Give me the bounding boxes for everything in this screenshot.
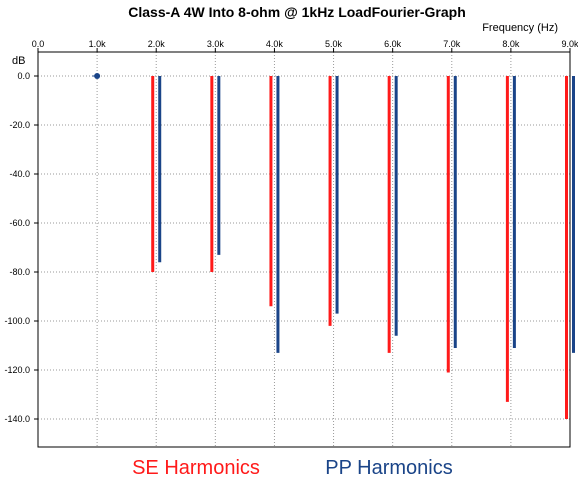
y-tick-label: -60.0 [9, 218, 30, 228]
fundamental-marker [94, 73, 101, 79]
legend-se-harmonics: SE Harmonics [132, 457, 260, 477]
plot-frame [37, 51, 571, 448]
y-tick-label: -120.0 [4, 365, 30, 375]
x-tick-label: 8.0k [502, 39, 520, 49]
y-tick-label: 0.0 [17, 71, 30, 81]
y-tick-label: -20.0 [9, 120, 30, 130]
grid [38, 52, 570, 447]
y-tick-label: -100.0 [4, 316, 30, 326]
y-tick-label: -140.0 [4, 414, 30, 424]
chart-title: Class-A 4W Into 8-ohm @ 1kHz LoadFourier… [128, 4, 466, 20]
x-tick-label: 2.0k [148, 39, 166, 49]
x-tick-label: 1.0k [89, 39, 107, 49]
x-tick-label: 5.0k [325, 39, 343, 49]
x-tick-label: 7.0k [443, 39, 461, 49]
y-tick-label: -40.0 [9, 169, 30, 179]
x-tick-label: 6.0k [384, 39, 402, 49]
x-tick-labels: 0.0 1.0k 2.0k 3.0k 4.0k 5.0k 6.0k 7.0k 8.0k 9.0k [32, 39, 578, 52]
y-axis-label: dB [12, 55, 25, 67]
x-axis-label: Frequency (Hz) [482, 22, 558, 34]
y-tick-labels: 0.0 -20.0 -40.0 -60.0 -80.0 -100.0 -120.0 -140.… [4, 71, 38, 424]
x-tick-label: 0.0 [32, 39, 45, 49]
x-tick-label: 3.0k [207, 39, 225, 49]
harmonic-bars [92, 73, 575, 419]
x-tick-label: 4.0k [266, 39, 284, 49]
legend-pp-harmonics: PP Harmonics [325, 457, 452, 477]
y-tick-label: -80.0 [9, 267, 30, 277]
x-tick-label: 9.0k [561, 39, 578, 49]
